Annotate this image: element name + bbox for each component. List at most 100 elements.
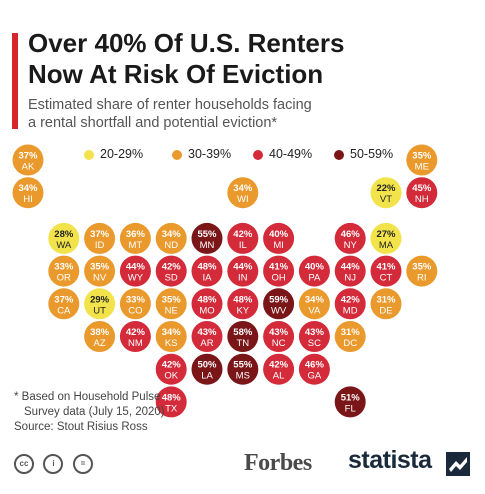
state-code-ar: AR [200, 338, 213, 349]
state-value-hi: 34% [18, 183, 38, 194]
title-accent-bar [12, 33, 18, 129]
state-tile-ms: 55%MS [227, 353, 259, 385]
legend-dot-20-29 [84, 150, 94, 160]
state-value-ia: 48% [197, 262, 217, 273]
state-value-id: 37% [90, 229, 110, 240]
state-tile-mt: 36%MT [119, 222, 151, 254]
state-circle-ms [227, 353, 259, 385]
state-code-ny: NY [344, 240, 358, 251]
state-code-ri: RI [417, 273, 427, 284]
state-tile-al: 42%AL [263, 353, 295, 385]
state-tile-tn: 58%TN [227, 321, 259, 352]
state-tile-ok: 42%OK [155, 353, 187, 385]
state-code-ut: UT [93, 305, 106, 316]
state-circle-ak [12, 144, 44, 176]
state-code-al: AL [273, 371, 285, 382]
state-code-ks: KS [165, 338, 178, 349]
state-value-nm: 42% [126, 327, 146, 338]
creative-commons-icon[interactable]: cc [14, 454, 34, 474]
state-circle-nv [84, 255, 116, 287]
state-tile-vt: 22%VT [370, 177, 402, 209]
state-code-co: CO [128, 305, 142, 316]
state-value-la: 50% [197, 360, 217, 371]
state-tile-ak: 37%AK [12, 144, 44, 176]
state-circle-az [84, 321, 116, 352]
state-code-ne: NE [165, 305, 178, 316]
state-code-il: IL [239, 240, 247, 251]
legend-dot-40-49 [253, 150, 263, 160]
state-value-ga: 46% [305, 360, 325, 371]
attribution-icon[interactable]: i [43, 454, 64, 474]
state-value-pa: 40% [305, 262, 325, 273]
state-tile-ne: 35%NE [155, 288, 187, 320]
state-value-md: 42% [341, 294, 361, 305]
state-value-or: 33% [54, 262, 74, 273]
state-code-wy: WY [128, 273, 144, 284]
state-value-co: 33% [126, 294, 146, 305]
state-circle-hi [12, 177, 44, 209]
statista-logo: statista [348, 446, 432, 474]
state-circle-nd [155, 222, 187, 254]
state-tile-md: 42%MD [334, 288, 366, 320]
state-code-hi: HI [23, 194, 33, 205]
state-code-dc: DC [343, 338, 357, 349]
no-derivatives-icon[interactable]: = [72, 454, 93, 474]
state-circle-sc [298, 321, 330, 352]
state-tile-ma: 27%MA [370, 222, 402, 254]
state-circle-nh [406, 177, 438, 209]
state-tile-or: 33%OR [48, 255, 80, 287]
state-code-mo: MO [199, 305, 214, 316]
legend-label-30-39: 30-39% [188, 147, 232, 161]
source-note: Source: Stout Risius Ross [14, 421, 148, 433]
state-tile-la: 50%LA [191, 353, 223, 385]
state-tile-nd: 34%ND [155, 222, 187, 254]
state-code-mt: MT [129, 240, 143, 251]
state-circle-va [298, 288, 330, 320]
state-circle-la [191, 353, 223, 385]
state-value-ky: 48% [233, 294, 253, 305]
state-code-vt: VT [380, 194, 392, 205]
state-code-wv: WV [271, 305, 287, 316]
state-tile-in: 44%IN [227, 255, 259, 287]
state-code-ak: AK [22, 162, 35, 173]
state-tile-nm: 42%NM [119, 321, 151, 352]
state-value-ri: 35% [412, 262, 432, 273]
state-tile-wy: 44%WY [119, 255, 151, 287]
state-code-nm: NM [128, 338, 143, 349]
state-value-wy: 44% [126, 262, 146, 273]
state-value-sd: 42% [162, 262, 182, 273]
state-circle-ut [84, 288, 116, 320]
state-tile-co: 33%CO [119, 288, 151, 320]
state-tile-ga: 46%GA [298, 353, 330, 385]
state-circle-ia [191, 255, 223, 287]
state-circle-nm [119, 321, 151, 352]
state-value-de: 31% [376, 294, 396, 305]
state-circle-tx [155, 386, 187, 418]
state-circle-tn [227, 321, 259, 352]
state-circle-mn [191, 222, 223, 254]
state-tile-ky: 48%KY [227, 288, 259, 320]
state-tile-mo: 48%MO [191, 288, 223, 320]
state-tile-sd: 42%SD [155, 255, 187, 287]
state-circle-ar [191, 321, 223, 352]
state-code-or: OR [57, 273, 71, 284]
state-value-ca: 37% [54, 294, 74, 305]
state-circle-ct [370, 255, 402, 287]
title-line-2: Now At Risk Of Eviction [28, 59, 324, 89]
state-value-sc: 43% [305, 327, 325, 338]
state-tile-ri: 35%RI [406, 255, 438, 287]
legend-label-40-49: 40-49% [269, 147, 313, 161]
state-value-wi: 34% [233, 183, 253, 194]
state-value-tn: 58% [233, 327, 253, 338]
state-code-ga: GA [308, 371, 322, 382]
state-circle-or [48, 255, 80, 287]
state-circle-nj [334, 255, 366, 287]
state-circle-sd [155, 255, 187, 287]
footnote: * Based on Household Pulse Survey data (… [14, 390, 214, 435]
state-value-nj: 44% [341, 262, 361, 273]
state-value-il: 42% [233, 229, 253, 240]
state-code-ma: MA [379, 240, 394, 251]
state-code-oh: OH [271, 273, 285, 284]
state-code-ky: KY [236, 305, 249, 316]
state-code-nj: NJ [344, 273, 356, 284]
